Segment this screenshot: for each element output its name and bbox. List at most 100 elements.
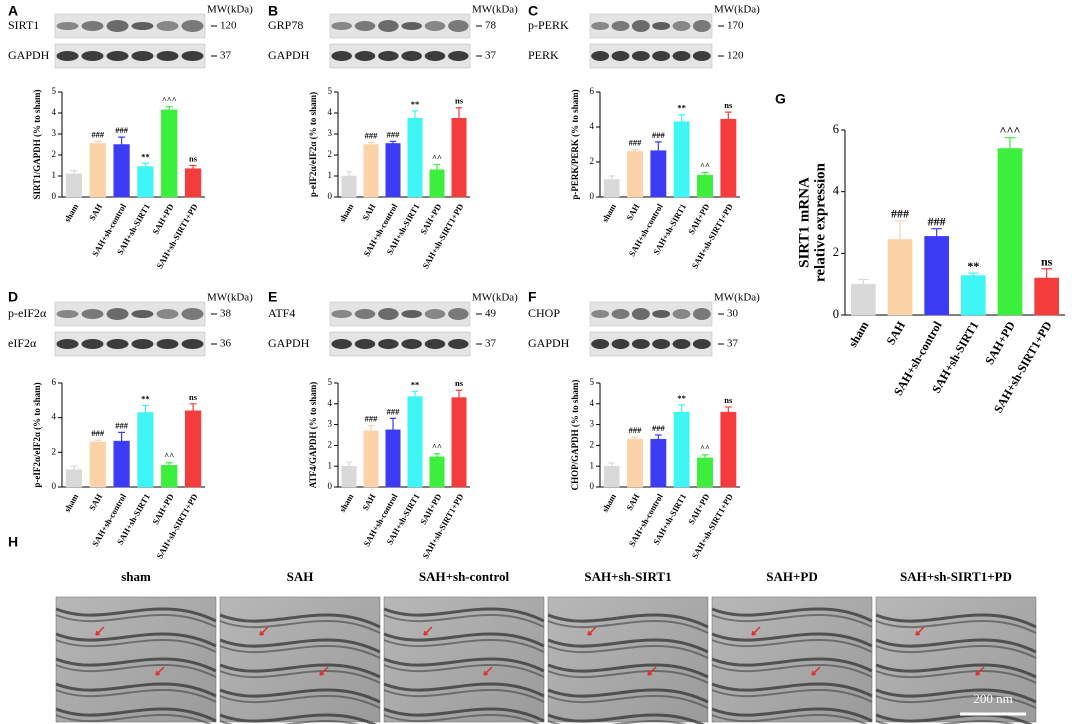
- y-tick-label: 3: [590, 419, 595, 429]
- error-bar: [141, 162, 149, 167]
- membrane: [547, 620, 709, 634]
- blot-band: [56, 51, 79, 61]
- blot-band: [131, 310, 154, 318]
- error-bar: [118, 136, 126, 145]
- bar: [720, 411, 737, 488]
- significance-label: ^^: [432, 442, 442, 452]
- blot-band: [331, 51, 352, 61]
- blot-band: [81, 21, 104, 31]
- panel-label: D: [8, 289, 18, 305]
- blot-strip: [589, 43, 713, 69]
- bar: [887, 239, 913, 316]
- error-bar: [367, 425, 375, 431]
- bar: [603, 465, 620, 488]
- membrane: [55, 707, 217, 723]
- x-tick-label: SAH: [360, 492, 378, 512]
- error-bar: [367, 141, 375, 145]
- x-tick-label: SAH: [884, 318, 909, 347]
- membrane: [383, 614, 545, 628]
- membrane: [55, 614, 217, 628]
- panel-label: E: [268, 289, 277, 305]
- blot-band: [448, 20, 469, 32]
- membrane: [547, 670, 709, 684]
- y-tick-label: 1: [328, 170, 333, 180]
- mw-label: MW(kDa): [472, 292, 518, 304]
- bar: [363, 430, 379, 488]
- bar: [385, 429, 401, 488]
- x-tick-label: SAH+sh-SIRT1+PD: [420, 492, 465, 560]
- membrane: [55, 632, 217, 648]
- y-tick-label: 3: [328, 128, 333, 138]
- blot-band: [81, 51, 104, 61]
- image-border: [55, 596, 217, 723]
- blot-band: [181, 339, 204, 349]
- error-bar: [631, 436, 639, 440]
- y-tick-label: 1: [590, 460, 595, 470]
- blot-band: [692, 51, 711, 61]
- error-bar: [345, 461, 353, 467]
- significance-label: ^^: [700, 160, 710, 170]
- significance-label: ###: [652, 423, 666, 433]
- blot-band: [672, 51, 691, 61]
- significance-label: **: [411, 379, 420, 389]
- blot-band: [131, 22, 154, 30]
- error-bar: [411, 110, 419, 119]
- arrow: [259, 626, 269, 636]
- significance-label: ^^^: [162, 95, 177, 105]
- significance-label: **: [411, 99, 420, 109]
- image-border: [875, 596, 1037, 723]
- y-tick-label: 4: [52, 412, 57, 422]
- image-border: [219, 596, 381, 723]
- significance-label: ###: [629, 425, 643, 435]
- membrane: [547, 663, 709, 679]
- arrow: [975, 666, 985, 676]
- significance-label: ###: [629, 138, 643, 148]
- y-tick-label: 6: [833, 122, 839, 136]
- membrane: [219, 645, 381, 659]
- blot-band: [106, 51, 129, 61]
- x-tick-label: SAH+PD: [150, 202, 175, 236]
- x-tick-label: SAH: [624, 202, 642, 222]
- x-tick-label: sham: [337, 492, 355, 514]
- membrane: [711, 614, 873, 628]
- y-axis-label: CHOP/GAPDH (% to sham): [570, 380, 580, 491]
- error-bar: [389, 417, 397, 430]
- x-tick-label: SAH+PD: [686, 202, 711, 236]
- mw-label: MW(kDa): [714, 292, 760, 304]
- membrane: [55, 639, 217, 653]
- error-bar: [94, 439, 102, 442]
- membrane: [55, 657, 217, 673]
- membrane: [547, 695, 709, 709]
- blot-band: [652, 310, 671, 318]
- mw-value: 30: [727, 308, 739, 320]
- arrow: [155, 666, 165, 676]
- significance-label: **: [677, 393, 686, 403]
- blot-band: [354, 339, 376, 349]
- bar: [137, 412, 154, 488]
- error-bar: [165, 106, 173, 110]
- error-bar: [678, 114, 686, 122]
- membrane: [547, 645, 709, 659]
- y-axis-label: p-eIF2α/eIF2α (% to sham): [308, 92, 318, 197]
- blot-band: [354, 309, 376, 319]
- blot-band: [631, 339, 650, 349]
- bar: [960, 275, 986, 316]
- y-tick-label: 0: [52, 481, 57, 491]
- significance-label: ns: [1041, 255, 1053, 269]
- blot-band: [156, 51, 179, 61]
- error-bar: [931, 228, 942, 237]
- blot-strip: [54, 331, 206, 357]
- significance-label: ^^: [432, 152, 442, 162]
- arrow: [811, 666, 821, 676]
- blot-band: [631, 20, 650, 32]
- blot-band: [401, 51, 422, 61]
- blot-band: [156, 309, 179, 319]
- panel-label: H: [8, 534, 18, 550]
- panel-label: A: [8, 3, 18, 19]
- arrow: [95, 626, 105, 636]
- y-tick-label: 5: [328, 377, 333, 387]
- significance-label: ns: [724, 395, 733, 405]
- panel-label: B: [268, 3, 278, 19]
- error-bar: [894, 220, 906, 240]
- y-tick-label: 2: [833, 245, 839, 259]
